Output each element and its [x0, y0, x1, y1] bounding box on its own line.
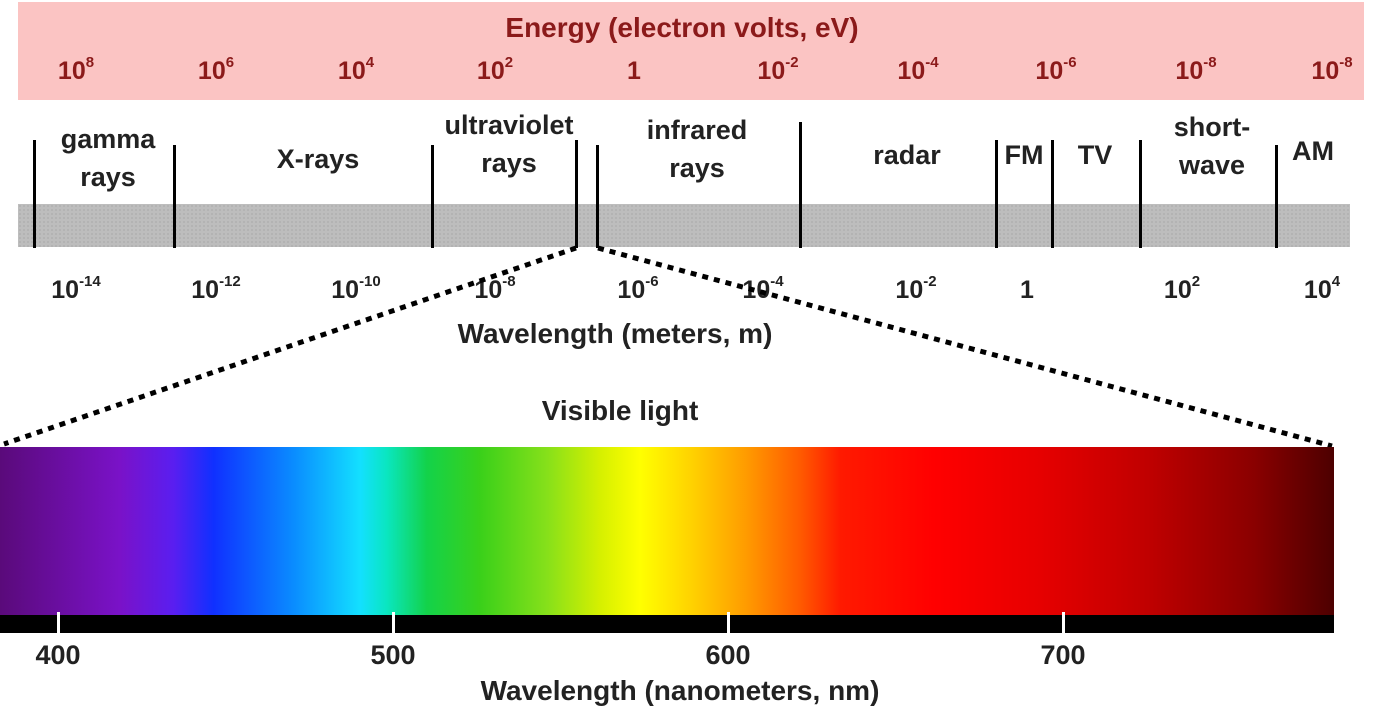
region-divider: [1139, 140, 1142, 248]
scale-tick: [727, 612, 730, 636]
wavelength-tick: 10-2: [895, 273, 937, 304]
visible-light-title: Visible light: [541, 395, 699, 426]
energy-band: [18, 2, 1364, 100]
region-divider: [33, 140, 36, 248]
scale-label-500: 500: [370, 640, 416, 670]
wavelength-tick: 10-8: [474, 273, 516, 304]
scale-tick: [57, 612, 60, 636]
energy-tick: 102: [476, 54, 514, 85]
region-label-gamma-rays: gamma rays: [60, 124, 156, 192]
wavelength-tick: 10-14: [51, 273, 101, 304]
energy-tick: 10-8: [1311, 54, 1353, 85]
wavelength-tick: 104: [1303, 273, 1341, 304]
nanometer-scale-bar: [0, 615, 1334, 633]
region-label-fm: FM: [1004, 140, 1044, 170]
region-divider: [1275, 145, 1278, 248]
wavelength-axis-title: Wavelength (meters, m): [457, 318, 773, 349]
region-label-x-rays: X-rays: [276, 144, 360, 174]
region-label-radar: radar: [873, 140, 941, 170]
region-divider: [995, 140, 998, 248]
energy-tick: 1: [627, 57, 641, 85]
scale-label-400: 400: [35, 640, 81, 670]
energy-axis-title: Energy (electron volts, eV): [505, 12, 859, 43]
wavelength-tick: 10-6: [617, 273, 659, 304]
scale-tick: [392, 612, 395, 636]
region-label-infrared: infrared rays: [646, 115, 748, 183]
energy-tick: 10-6: [1035, 54, 1077, 85]
region-divider: [1051, 140, 1054, 248]
wavelength-tick: 1: [1020, 276, 1034, 304]
region-label-am: AM: [1292, 136, 1334, 166]
energy-tick: 10-8: [1175, 54, 1217, 85]
region-label-shortwave: short- wave: [1173, 112, 1251, 180]
wavelength-tick: 102: [1163, 273, 1201, 304]
region-divider: [575, 140, 578, 248]
wavelength-tick: 10-10: [331, 273, 381, 304]
region-divider: [431, 145, 434, 248]
region-divider: [799, 122, 802, 248]
energy-tick: 10-2: [757, 54, 799, 85]
energy-tick: 106: [197, 54, 235, 85]
region-divider: [173, 145, 176, 248]
visible-spectrum-gradient: [0, 447, 1334, 615]
energy-tick: 104: [337, 54, 375, 85]
wavelength-tick: 10-4: [742, 273, 784, 304]
nanometer-axis-title: Wavelength (nanometers, nm): [480, 675, 880, 706]
spectrum-band: [18, 204, 1350, 247]
region-label-tv: TV: [1077, 140, 1113, 170]
energy-tick: 108: [57, 54, 95, 85]
region-label-ultraviolet: ultraviolet rays: [444, 110, 574, 178]
scale-label-700: 700: [1040, 640, 1086, 670]
scale-label-600: 600: [705, 640, 751, 670]
wavelength-tick: 10-12: [191, 273, 241, 304]
region-divider: [596, 145, 599, 248]
scale-tick: [1062, 612, 1065, 636]
energy-tick: 10-4: [897, 54, 939, 85]
